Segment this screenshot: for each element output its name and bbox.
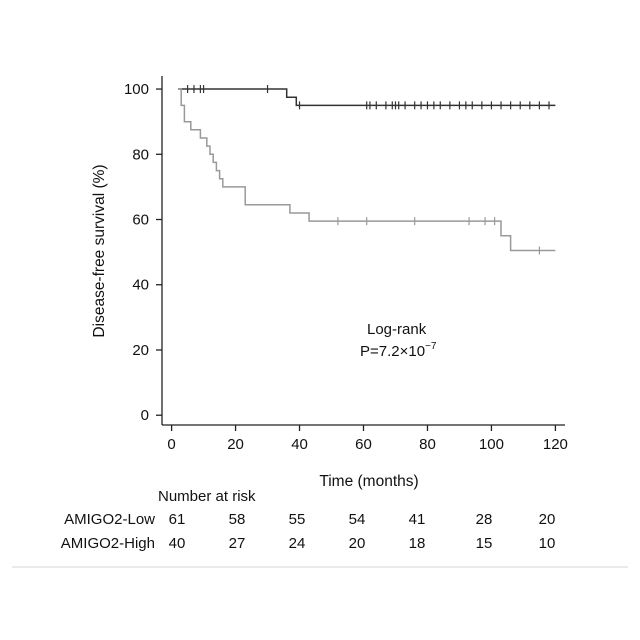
risk-cell: 55 [289,511,306,528]
risk-table: Number at risk AMIGO2-Low 61 58 55 54 41 28 20 A… [61,488,556,552]
risk-cell: 58 [229,511,246,528]
risk-cell: 40 [169,535,186,552]
risk-cell: 18 [409,535,426,552]
y-tick-label: 80 [132,146,149,163]
risk-cell: 15 [476,535,493,552]
x-tick-label: 0 [167,436,175,453]
axes [162,76,565,425]
x-tick-label: 20 [227,436,244,453]
risk-cell: 61 [169,511,186,528]
risk-row-label: AMIGO2-High [61,535,155,552]
x-axis-title: Time (months) [319,473,418,490]
y-tick-label: 100 [124,81,149,98]
x-tick-label: 60 [355,436,372,453]
risk-table-title: Number at risk [158,488,256,505]
log-rank-annotation: Log-rank P=7.2×10−7 [360,321,437,360]
y-tick-label: 0 [141,407,149,424]
series-low [178,85,555,109]
y-ticks: 0 20 40 60 80 100 [124,81,162,424]
y-axis-title: Disease-free survival (%) [91,164,108,337]
x-tick-label: 80 [419,436,436,453]
risk-cell: 20 [539,511,556,528]
x-tick-label: 120 [543,436,568,453]
y-tick-label: 40 [132,277,149,294]
survival-curve-high [178,89,555,251]
risk-cell: 28 [476,511,493,528]
risk-cell: 24 [289,535,306,552]
risk-cell: 54 [349,511,366,528]
x-ticks: 0 20 40 60 80 100 120 [167,425,567,453]
risk-cell: 27 [229,535,246,552]
annotation-line1: Log-rank [367,321,427,338]
risk-cell: 20 [349,535,366,552]
y-tick-label: 20 [132,342,149,359]
annotation-p-value: P=7.2×10−7 [360,341,437,360]
risk-cell: 10 [539,535,556,552]
risk-cell: 41 [409,511,426,528]
x-tick-label: 100 [479,436,504,453]
x-tick-label: 40 [291,436,308,453]
series-high [178,89,555,255]
risk-row-label: AMIGO2-Low [64,511,155,528]
y-tick-label: 60 [132,212,149,229]
series-layer [178,85,555,254]
